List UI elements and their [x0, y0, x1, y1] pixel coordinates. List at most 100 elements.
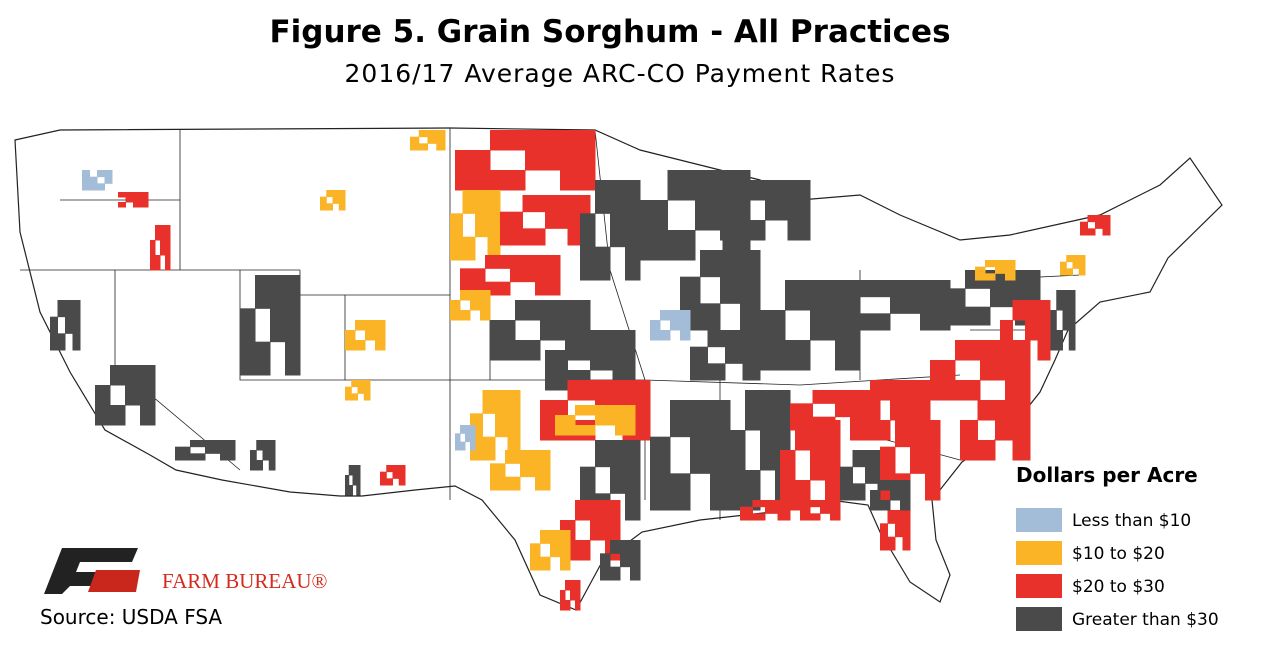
- county-patch: [268, 440, 276, 451]
- county-patch: [622, 380, 651, 401]
- county-patch: [351, 393, 358, 401]
- county-patch: [487, 190, 501, 214]
- county-patch: [1078, 255, 1086, 263]
- county-patch: [535, 476, 551, 491]
- county-patch: [140, 197, 149, 203]
- county-patch: [895, 510, 903, 524]
- county-patch: [133, 192, 141, 198]
- logo: FARM BUREAU®: [44, 548, 328, 594]
- county-patch: [380, 478, 387, 486]
- county-patch: [765, 180, 788, 201]
- county-patch: [505, 450, 521, 464]
- county-patch: [960, 420, 978, 441]
- county-patch: [1012, 300, 1026, 321]
- county-patch: [540, 320, 566, 341]
- county-patch: [1072, 255, 1080, 263]
- county-patch: [150, 255, 156, 271]
- county-patch: [495, 390, 508, 414]
- county-patch: [975, 273, 986, 281]
- county-patch: [615, 425, 636, 436]
- county-patch: [575, 425, 596, 436]
- county-patch: [740, 303, 761, 331]
- legend-swatch: [1016, 508, 1062, 532]
- county-patch: [740, 250, 761, 278]
- county-patch: [707, 330, 726, 348]
- legend-swatch: [1016, 541, 1062, 565]
- county-patch: [612, 330, 636, 351]
- logo-text: FARM BUREAU®: [162, 569, 328, 593]
- legend-label: Greater than $30: [1072, 610, 1219, 630]
- county-patch: [256, 440, 263, 451]
- county-patch: [510, 268, 536, 283]
- county-patch: [752, 500, 766, 508]
- county-patch: [338, 190, 346, 198]
- county-patch: [890, 280, 921, 298]
- county-patch: [436, 130, 446, 138]
- county-patch: [910, 400, 931, 421]
- county-patch: [418, 130, 428, 138]
- county-patch: [436, 136, 446, 144]
- county-patch: [787, 180, 811, 201]
- county-patch: [240, 341, 256, 376]
- county-patch: [72, 333, 81, 351]
- county-patch: [595, 405, 616, 416]
- county-patch: [660, 330, 671, 341]
- county-patch: [707, 363, 726, 381]
- county-patch: [345, 485, 350, 496]
- county-patch: [560, 130, 596, 151]
- county-patch: [1078, 261, 1086, 269]
- county-patch: [640, 230, 668, 261]
- county-patch: [720, 250, 741, 278]
- county-patch: [133, 197, 141, 203]
- county-patch: [925, 420, 941, 448]
- county-patch: [487, 236, 501, 261]
- county-patch: [1087, 215, 1096, 223]
- county-patch: [50, 333, 58, 351]
- county-patch: [800, 513, 811, 521]
- county-patch: [595, 246, 611, 281]
- county-patch: [398, 465, 406, 473]
- county-patch: [465, 433, 471, 443]
- county-patch: [940, 288, 966, 308]
- county-patch: [977, 400, 996, 421]
- county-patch: [810, 500, 821, 508]
- county-patch: [890, 400, 911, 421]
- county-patch: [700, 303, 721, 331]
- county-patch: [612, 350, 636, 371]
- county-patch: [357, 380, 365, 388]
- county-patch: [490, 340, 516, 361]
- county-patch: [1095, 215, 1103, 223]
- county-patch: [1037, 300, 1051, 321]
- county-patch: [975, 266, 986, 274]
- county-patch: [485, 281, 511, 296]
- county-patch: [357, 386, 365, 394]
- county-patch: [125, 385, 141, 406]
- county-patch: [1062, 290, 1070, 311]
- county-patch: [780, 450, 796, 481]
- county-patch: [386, 478, 393, 486]
- county-patch: [220, 446, 236, 454]
- county-patch: [955, 340, 981, 361]
- county-patch: [57, 333, 66, 351]
- county-patch: [175, 453, 191, 461]
- county-patch: [925, 446, 941, 474]
- county-patch: [870, 490, 881, 501]
- county-patch: [545, 211, 568, 229]
- legend-label: $10 to $20: [1072, 544, 1165, 564]
- county-patch: [57, 300, 66, 318]
- county-patch: [450, 310, 461, 321]
- county-patch: [262, 450, 270, 461]
- county-patch: [530, 543, 541, 558]
- county-patch: [830, 513, 841, 521]
- county-patch: [398, 471, 406, 479]
- county-patch: [133, 202, 141, 208]
- county-patch: [690, 436, 711, 474]
- county-patch: [830, 500, 841, 508]
- county-patch: [1087, 228, 1096, 236]
- county-patch: [1078, 268, 1086, 276]
- county-patch: [680, 320, 691, 331]
- county-patch: [670, 473, 691, 511]
- county-patch: [535, 281, 561, 296]
- county-patch: [902, 523, 911, 538]
- county-patch: [680, 310, 691, 321]
